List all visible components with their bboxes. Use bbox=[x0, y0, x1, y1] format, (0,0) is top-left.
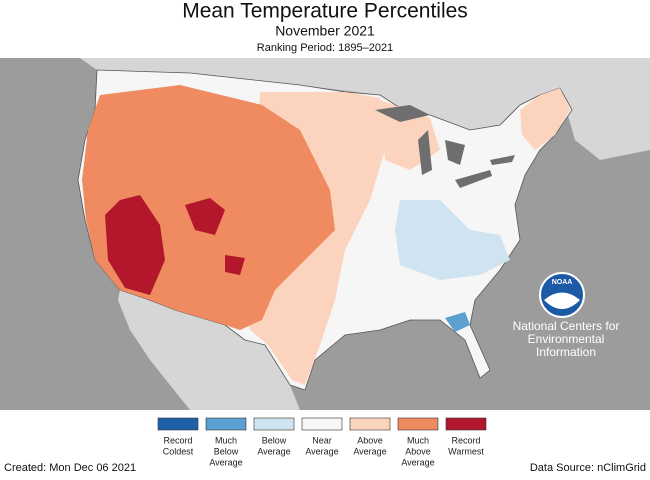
legend-label: Average bbox=[305, 446, 338, 456]
created-date: Created: Mon Dec 06 2021 bbox=[4, 462, 136, 474]
noaa-logo: NOAA National Centers for Environmental … bbox=[513, 272, 620, 359]
legend-label: Average bbox=[353, 446, 386, 456]
record-warm-patch bbox=[225, 255, 245, 275]
legend-label: Average bbox=[257, 446, 290, 456]
title: Mean Temperature Percentiles bbox=[182, 0, 468, 23]
legend-swatch bbox=[253, 417, 295, 431]
legend-label: Above bbox=[405, 446, 431, 456]
legend-label: Warmest bbox=[448, 446, 484, 456]
legend-label: Record bbox=[163, 435, 192, 445]
legend-swatch bbox=[301, 417, 343, 431]
legend-label: Below bbox=[262, 435, 287, 445]
legend-label: Below bbox=[214, 446, 239, 456]
logo-mark: NOAA bbox=[552, 279, 573, 286]
legend-swatch bbox=[157, 417, 199, 431]
mexico bbox=[118, 290, 300, 410]
legend-swatch bbox=[397, 417, 439, 431]
record-warm-region bbox=[105, 195, 165, 295]
below-average-region bbox=[395, 200, 510, 280]
legend: RecordColdestMuchBelowAverageBelowAverag… bbox=[157, 417, 487, 467]
legend-label: Average bbox=[209, 457, 242, 467]
logo-wave bbox=[544, 292, 580, 309]
legend-label: Above bbox=[357, 435, 383, 445]
map bbox=[0, 58, 650, 410]
lake-michigan bbox=[418, 130, 432, 175]
great-lakes bbox=[375, 105, 515, 188]
legend-label: Average bbox=[401, 457, 434, 467]
subtitle: November 2021 bbox=[275, 23, 375, 39]
logo-text: National Centers for bbox=[513, 319, 620, 333]
lake-erie bbox=[455, 170, 492, 188]
record-warm-patch bbox=[185, 198, 225, 235]
much-below-patch bbox=[445, 312, 470, 332]
ranking-period: Ranking Period: 1895–2021 bbox=[257, 42, 393, 54]
legend-swatch bbox=[349, 417, 391, 431]
legend-label: Much bbox=[407, 435, 429, 445]
legend-label: Much bbox=[215, 435, 237, 445]
logo-text: Environmental bbox=[528, 332, 605, 346]
above-average-northeast bbox=[520, 88, 570, 150]
canada bbox=[60, 58, 650, 160]
legend-swatch bbox=[205, 417, 247, 431]
legend-label: Coldest bbox=[163, 446, 194, 456]
lake-superior bbox=[375, 105, 430, 122]
legend-label: Record bbox=[451, 435, 480, 445]
logo-text: Information bbox=[536, 345, 596, 359]
legend-label: Near bbox=[312, 435, 332, 445]
data-source: Data Source: nClimGrid bbox=[530, 462, 646, 474]
lake-ontario bbox=[490, 155, 515, 165]
legend-swatch bbox=[445, 417, 487, 431]
lake-huron bbox=[445, 140, 465, 165]
